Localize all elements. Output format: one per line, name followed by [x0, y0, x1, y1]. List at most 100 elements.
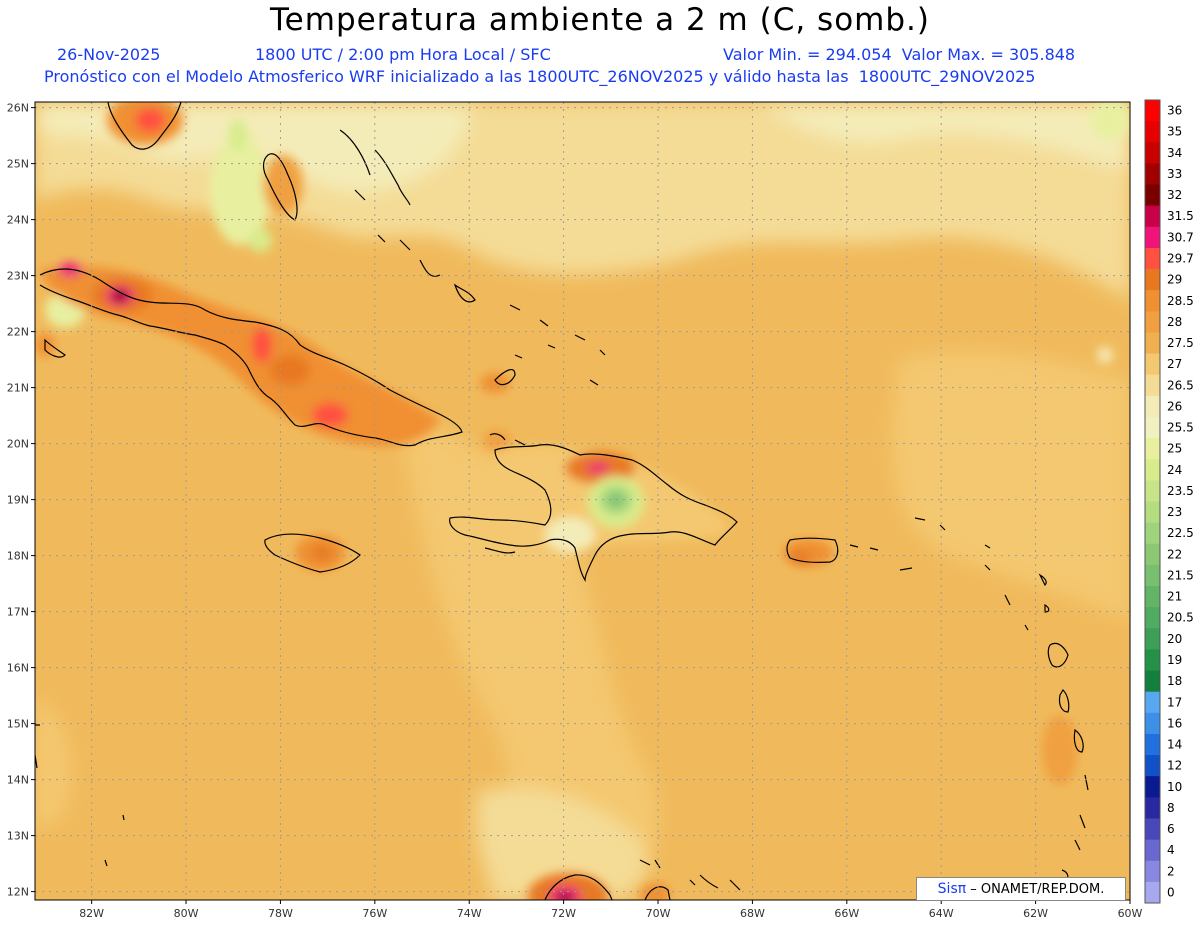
colorbar-label: 30.7 [1167, 230, 1194, 244]
colorbar-swatch [1145, 184, 1160, 207]
lon-label: 82W [79, 907, 104, 920]
colorbar-swatch [1145, 586, 1160, 608]
credit-box: Sisπ – ONAMET/REP.DOM. [916, 877, 1126, 901]
lat-label: 24N [7, 214, 29, 227]
lat-label: 14N [7, 774, 29, 787]
colorbar-swatch [1145, 416, 1160, 439]
lon-label: 62W [1023, 907, 1048, 920]
colorbar-swatch [1145, 522, 1160, 545]
colorbar-label: 22.5 [1167, 526, 1194, 540]
colorbar-swatch [1145, 839, 1160, 862]
model-info: Pronóstico con el Modelo Atmosferico WRF… [44, 67, 1036, 86]
colorbar-label: 27 [1167, 357, 1182, 371]
lon-label: 60W [1118, 907, 1143, 920]
colorbar-swatch [1145, 628, 1160, 650]
colorbar-label: 16 [1167, 716, 1182, 730]
lon-label: 78W [268, 907, 293, 920]
map-frame [34, 101, 1131, 901]
colorbar-swatch [1145, 163, 1160, 186]
colorbar-label: 22 [1167, 547, 1182, 561]
colorbar-label: 23.5 [1167, 484, 1194, 498]
colorbar-label: 21 [1167, 590, 1182, 604]
lon-label: 80W [174, 907, 199, 920]
longitude-axis: 82W 80W 78W 76W 74W 72W 70W 68W 66W 64W 62W 60W [79, 900, 1143, 920]
lat-label: 16N [7, 662, 29, 675]
colorbar-label: 18 [1167, 674, 1182, 688]
colorbar-swatch [1145, 459, 1160, 481]
colorbar: 363534333231.530.729.72928.52827.52726.5… [1144, 99, 1194, 904]
credit-text: – ONAMET/REP.DOM. [966, 882, 1105, 897]
colorbar-label: 25.5 [1167, 421, 1194, 435]
latitude-axis: 12N 13N 14N 15N 16N 17N 18N 19N 20N 21N 22N 23N 24N 2… [7, 102, 35, 899]
lat-label: 13N [7, 830, 29, 843]
colorbar-label: 25 [1167, 442, 1182, 456]
colorbar-label: 24 [1167, 463, 1182, 477]
colorbar-label: 29 [1167, 273, 1182, 287]
credit-brand: Sisπ [937, 881, 967, 897]
colorbar-label: 20.5 [1167, 611, 1194, 625]
colorbar-label: 36 [1167, 104, 1182, 118]
colorbar-swatch [1145, 226, 1160, 249]
colorbar-label: 21.5 [1167, 568, 1194, 582]
colorbar-swatch [1145, 438, 1160, 460]
lon-label: 66W [834, 907, 859, 920]
colorbar-label: 35 [1167, 125, 1182, 139]
colorbar-label: 27.5 [1167, 336, 1194, 350]
colorbar-label: 19 [1167, 653, 1182, 667]
lon-label: 64W [929, 907, 954, 920]
lon-label: 70W [646, 907, 671, 920]
lon-label: 74W [457, 907, 482, 920]
colorbar-label: 20 [1167, 632, 1182, 646]
colorbar-swatch [1145, 797, 1160, 819]
colorbar-label: 26.5 [1167, 378, 1194, 392]
colorbar-swatch [1145, 142, 1160, 164]
colorbar-label: 33 [1167, 167, 1182, 181]
lat-label: 23N [7, 270, 29, 283]
colorbar-swatch [1145, 501, 1160, 524]
forecast-time: 1800 UTC / 2:00 pm Hora Local / SFC [255, 45, 551, 64]
colorbar-swatch [1145, 543, 1160, 566]
colorbar-label: 26 [1167, 399, 1182, 413]
colorbar-swatch [1145, 776, 1160, 798]
lat-label: 21N [7, 382, 29, 395]
colorbar-swatch [1145, 564, 1160, 587]
colorbar-label: 0 [1167, 885, 1175, 899]
colorbar-label: 12 [1167, 759, 1182, 773]
colorbar-swatch [1145, 670, 1160, 693]
colorbar-swatch [1145, 881, 1160, 904]
colorbar-label: 28 [1167, 315, 1182, 329]
lat-label: 19N [7, 494, 29, 507]
colorbar-swatch [1145, 860, 1160, 883]
colorbar-swatch [1145, 607, 1160, 629]
colorbar-swatch [1145, 247, 1160, 270]
colorbar-label: 14 [1167, 738, 1182, 752]
colorbar-swatch [1145, 332, 1160, 355]
lon-label: 76W [362, 907, 387, 920]
lat-label: 15N [7, 718, 29, 731]
colorbar-label: 31.5 [1167, 209, 1194, 223]
lon-label: 72W [551, 907, 576, 920]
colorbar-label: 4 [1167, 843, 1175, 857]
colorbar-label: 34 [1167, 146, 1182, 160]
colorbar-swatch [1145, 269, 1160, 291]
colorbar-swatch [1145, 100, 1160, 122]
colorbar-swatch [1145, 712, 1160, 735]
map-title: Temperatura ambiente a 2 m (C, somb.) [270, 2, 930, 38]
colorbar-swatch [1145, 818, 1160, 841]
colorbar-swatch [1145, 353, 1160, 376]
lat-label: 25N [7, 158, 29, 171]
colorbar-label: 6 [1167, 822, 1175, 836]
colorbar-label: 29.7 [1167, 251, 1194, 265]
colorbar-label: 23 [1167, 505, 1182, 519]
lat-label: 22N [7, 326, 29, 339]
graticule [35, 102, 1131, 900]
lat-label: 26N [7, 102, 29, 115]
colorbar-label: 2 [1167, 864, 1175, 878]
lat-label: 17N [7, 606, 29, 619]
colorbar-swatch [1145, 649, 1160, 672]
colorbar-swatch [1145, 290, 1160, 312]
temperature-field [35, 102, 1130, 900]
colorbar-swatch [1145, 121, 1160, 143]
coastlines [35, 102, 1089, 900]
